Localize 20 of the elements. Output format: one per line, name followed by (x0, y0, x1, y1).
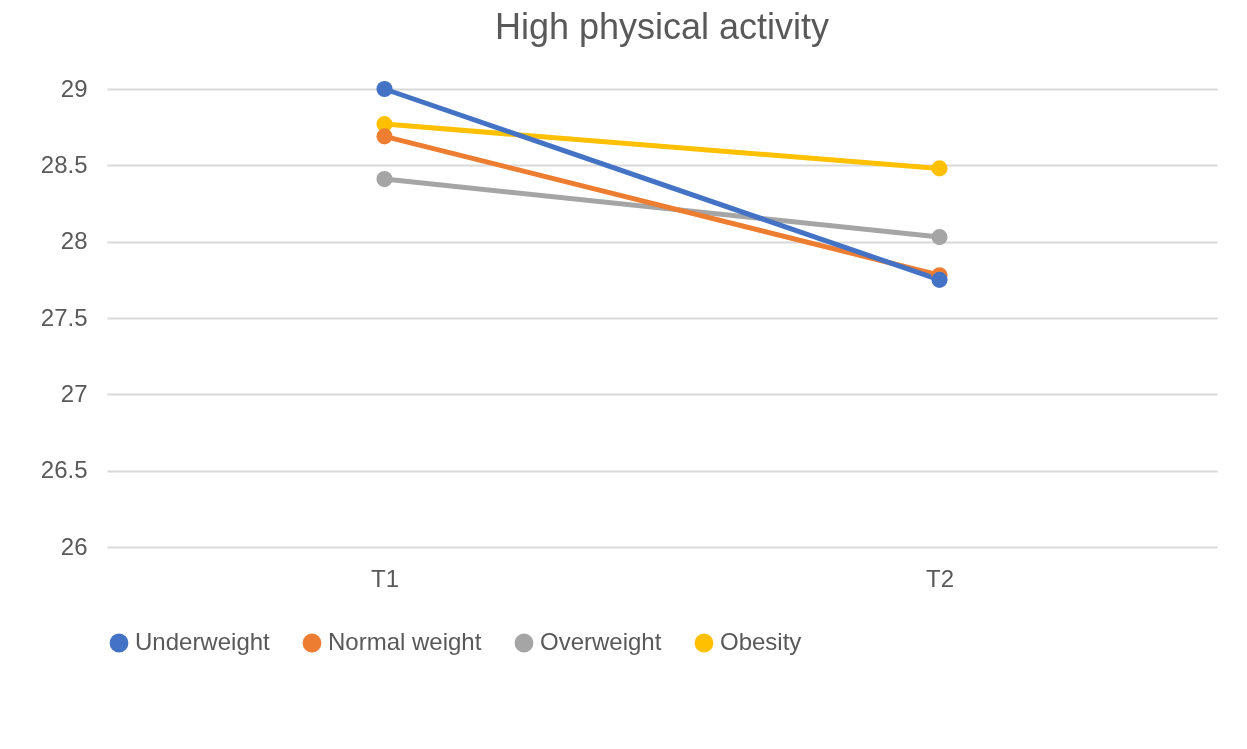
legend-label: Obesity (720, 628, 802, 655)
x-tick-label: T1 (370, 564, 400, 592)
y-tick-label: 29 (60, 74, 88, 102)
point (931, 271, 948, 288)
y-tick-label: 26 (60, 532, 88, 560)
y-tick-label: 28.5 (40, 150, 88, 178)
y-tick-label: 26.5 (40, 456, 88, 484)
point (376, 171, 393, 188)
y-tick-label: 28 (60, 227, 88, 255)
chart-title: High physical activity (494, 6, 830, 47)
legend-label: Underweight (135, 628, 271, 655)
point (376, 80, 393, 98)
y-tick-label: 27.5 (40, 303, 88, 331)
y-tick-label: 27 (60, 379, 88, 407)
point (931, 160, 948, 177)
legend-label: Overweight (540, 628, 662, 655)
point (376, 128, 393, 145)
legend-label: Normal weight (328, 628, 482, 655)
x-tick-label: T2 (925, 564, 955, 592)
point (931, 229, 948, 246)
